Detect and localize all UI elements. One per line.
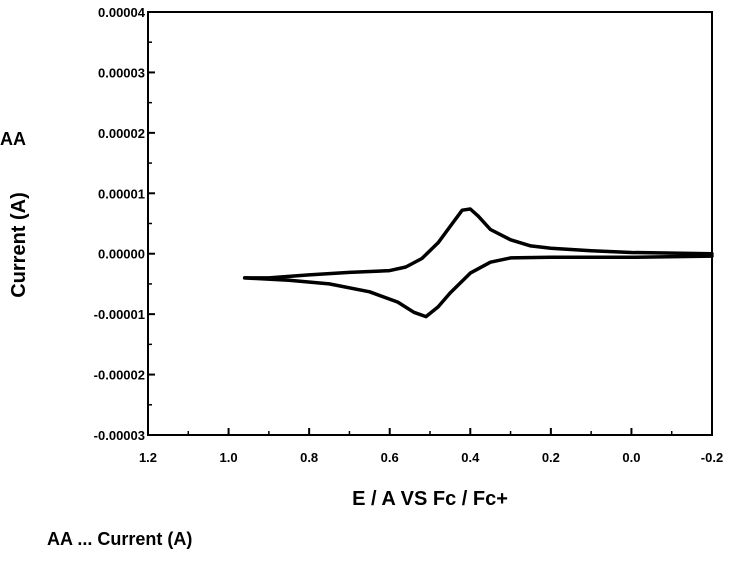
y-tick-label: 0.00001 [98, 186, 145, 201]
x-tick-label: 0.6 [381, 450, 399, 465]
y-tick-label: 0.00000 [98, 247, 145, 262]
x-tick-label: 0.0 [622, 450, 640, 465]
figure-caption: AA ... Current (A) [47, 529, 192, 550]
x-tick-label: -0.2 [701, 450, 723, 465]
x-tick-label: 0.8 [300, 450, 318, 465]
y-tick-label: 0.00004 [98, 5, 146, 20]
x-axis-title: E / A VS Fc / Fc+ [352, 488, 508, 510]
series-layer [245, 209, 712, 317]
y-tick-label: -0.00002 [94, 368, 145, 383]
y-axis: 0.00004 0.00003 0.00002 0.00001 0.00000 -0.00… [94, 5, 155, 443]
x-tick-label: 0.4 [461, 450, 480, 465]
y-tick-label: 0.00002 [98, 126, 145, 141]
x-tick-label: 1.2 [139, 450, 157, 465]
y-tick-label: 0.00003 [98, 65, 145, 80]
x-tick-label: 1.0 [220, 450, 238, 465]
plot-frame [148, 12, 712, 435]
series-line-cathodic [245, 256, 712, 317]
y-axis-title: Current (A) [8, 192, 30, 298]
x-axis: 1.2 1.0 0.8 0.6 0.4 0.2 0.0 -0.2 [139, 428, 723, 465]
y-tick-label: -0.00001 [94, 307, 145, 322]
x-tick-label: 0.2 [542, 450, 560, 465]
y-tick-label: -0.00003 [94, 428, 145, 443]
